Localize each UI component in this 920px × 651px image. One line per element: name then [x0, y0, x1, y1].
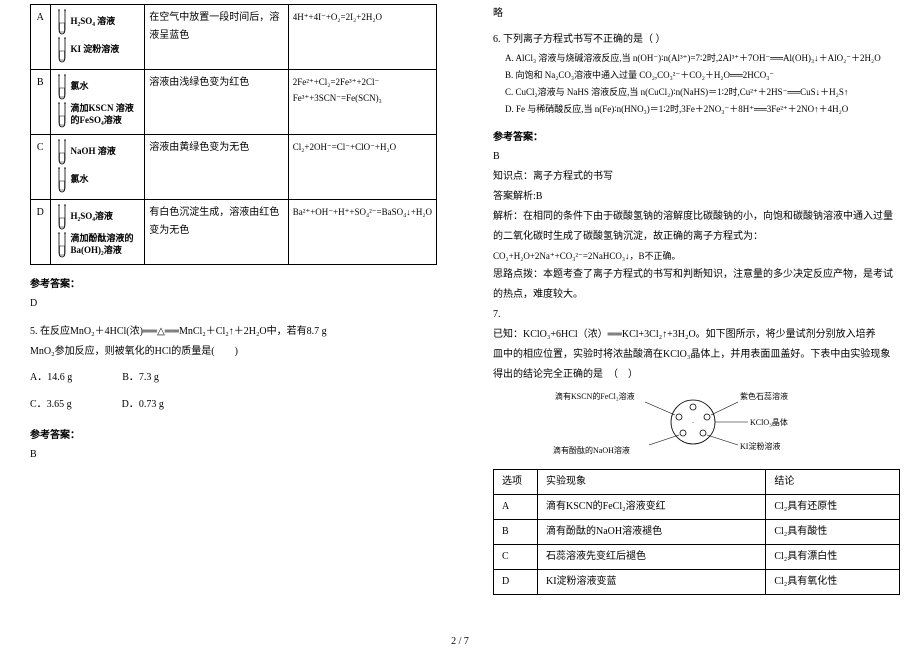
test-tube-icon: 滴加酚酞溶液的Ba(OH)₂溶液 [55, 232, 141, 258]
q7-body2: 皿中的相应位置，实验时将浓盐酸滴在KClO₃晶体上，并用表面皿盖好。下表中由实验… [493, 345, 900, 365]
diag-bl: 滴有酚酞的NaOH溶液 [553, 445, 630, 455]
q6-b: B. 向饱和 Na₂CO₃溶液中通入过量 CO₂,CO₃²⁻＋CO₂＋H₂O══… [493, 67, 900, 84]
tube-label: H₂SO₄溶液 [71, 211, 113, 223]
q7: 7. [493, 305, 900, 325]
table-row: B氯水滴加KSCN 溶液的FeSO₄溶液溶液由浅绿色变为红色2Fe²⁺+Cl₂=… [31, 70, 437, 135]
opt-cell: A [494, 495, 538, 520]
opt-cell: Cl₂具有漂白性 [766, 545, 900, 570]
opt-cell: Cl₂具有酸性 [766, 520, 900, 545]
svg-text:·: · [692, 419, 694, 427]
test-tube-icon: 氯水 [55, 167, 141, 193]
test-tube-icon: 滴加KSCN 溶液的FeSO₄溶液 [55, 102, 141, 128]
jiexi-body: 解析：在相同的条件下由于碳酸氢钠的溶解度比碳酸钠的小，向饱和碳酸钠溶液中通入过量… [493, 207, 900, 247]
q6-d: D. Fe 与稀硝酸反应,当 n(Fe)∶n(HNO₃)＝1∶2时,3Fe＋2N… [493, 101, 900, 118]
answer-label-1: 参考答案： [30, 275, 437, 290]
phenomenon-cell: 溶液由浅绿色变为红色 [145, 70, 289, 135]
tube-label: 滴加酚酞溶液的Ba(OH)₂溶液 [71, 233, 141, 256]
answer-3: B [493, 147, 900, 167]
dish-diagram: · 滴有KSCN的FeCl₂溶液 紫色石蕊溶液 KClO₃晶体 滴有酚酞的NaO… [493, 387, 900, 459]
table-row: A H₂SO₄ 溶液 KI 淀粉溶液 在空气中放置一段时间后，溶液呈蓝色4H⁺+4I⁻… [31, 5, 437, 70]
row-letter: A [31, 5, 51, 70]
answer-1: D [30, 294, 437, 314]
page-number: 2 / 7 [0, 636, 920, 647]
q5-opt-b: B．7.3 g [122, 368, 159, 383]
tube-cell: 氯水滴加KSCN 溶液的FeSO₄溶液 [50, 70, 145, 135]
opt-table-body: A滴有KSCN的FeCl₂溶液变红Cl₂具有还原性B滴有酚酞的NaOH溶液褪色C… [494, 495, 900, 595]
opt-cell: 滴有酚酞的NaOH溶液褪色 [538, 520, 766, 545]
equation-cell: 4H⁺+4I⁻+O₂=2I₂+2H₂O [288, 5, 436, 70]
test-tube-icon: H₂SO₄ 溶液 [55, 9, 141, 35]
q7-body1: 已知：KClO₃+6HCl（浓）══KCl+3Cl₂↑+3H₂O。如下图所示，将… [493, 325, 900, 345]
q6: 6. 下列离子方程式书写不正确的是（ ） [493, 30, 900, 50]
q5-opt-a: A．14.6 g [30, 368, 72, 383]
equation-cell: Cl₂+2OH⁻=Cl⁻+ClO⁻+H₂O [288, 135, 436, 200]
answer-label-2: 参考答案： [30, 426, 437, 441]
table-row: DH₂SO₄溶液滴加酚酞溶液的Ba(OH)₂溶液有白色沉淀生成，溶液由红色变为无… [31, 200, 437, 265]
tube-label: 氯水 [71, 174, 89, 186]
experiment-table: A H₂SO₄ 溶液 KI 淀粉溶液 在空气中放置一段时间后，溶液呈蓝色4H⁺+4I⁻… [30, 4, 437, 265]
table-row: DKI淀粉溶液变蓝Cl₂具有氧化性 [494, 570, 900, 595]
tube-label: H₂SO₄ 溶液 [71, 16, 116, 28]
silu: 思路点拨：本题考查了离子方程式的书写和判断知识，注意量的多少决定反应产物，是考试… [493, 265, 900, 305]
diag-br: KI淀粉溶液 [740, 441, 780, 451]
tube-label: KI 淀粉溶液 [71, 44, 120, 56]
q5-line1: 5. 在反应MnO₂＋4HCl(浓)══△══MnCl₂＋Cl₂↑＋2H₂O中，… [30, 322, 437, 342]
opt-cell: KI淀粉溶液变蓝 [538, 570, 766, 595]
option-table: 选项 实验现象 结论 A滴有KSCN的FeCl₂溶液变红Cl₂具有还原性B滴有酚… [493, 469, 900, 595]
tube-label: 氯水 [71, 81, 89, 93]
tube-label: NaOH 溶液 [71, 146, 116, 158]
q5-opts-row1: A．14.6 g B．7.3 g [30, 368, 437, 383]
jiexi-label: 答案解析:B [493, 187, 900, 207]
knowledge-point: 知识点：离子方程式的书写 [493, 167, 900, 187]
opt-th-2: 结论 [766, 470, 900, 495]
row-letter: B [31, 70, 51, 135]
opt-cell: Cl₂具有氧化性 [766, 570, 900, 595]
equation-cell: 2Fe²⁺+Cl₂=2Fe³⁺+2Cl⁻ Fe³⁺+3SCN⁻=Fe(SCN)₃ [288, 70, 436, 135]
q5-line2: MnO₂参加反应，则被氧化的HCl的质量是( ) [30, 342, 437, 362]
opt-th-1: 实验现象 [538, 470, 766, 495]
phenomenon-cell: 有白色沉淀生成，溶液由红色变为无色 [145, 200, 289, 265]
row-letter: C [31, 135, 51, 200]
q7-body3: 得出的结论完全正确的是 （ ） [493, 365, 900, 385]
opt-cell: C [494, 545, 538, 570]
tube-cell: H₂SO₄ 溶液 KI 淀粉溶液 [50, 5, 145, 70]
q6-a: A. AlCl₃ 溶液与烧碱溶液反应,当 n(OH⁻)∶n(Al³⁺)=7∶2时… [493, 50, 900, 67]
opt-cell: D [494, 570, 538, 595]
test-tube-icon: H₂SO₄溶液 [55, 204, 141, 230]
jiexi-eq: CO₂+H₂O+2Na⁺+CO₃²⁻=2NaHCO₃↓，B不正确。 [493, 247, 900, 265]
tube-cell: NaOH 溶液氯水 [50, 135, 145, 200]
diag-mr: KClO₃晶体 [750, 417, 788, 427]
table-row: C石蕊溶液先变红后褪色Cl₂具有漂白性 [494, 545, 900, 570]
table-row: CNaOH 溶液氯水溶液由黄绿色变为无色Cl₂+2OH⁻=Cl⁻+ClO⁻+H₂… [31, 135, 437, 200]
diag-tr: 紫色石蕊溶液 [740, 391, 788, 401]
q5-opts-row2: C．3.65 g D．0.73 g [30, 395, 437, 410]
test-tube-icon: NaOH 溶液 [55, 139, 141, 165]
table-row: B滴有酚酞的NaOH溶液褪色Cl₂具有酸性 [494, 520, 900, 545]
equation-cell: Ba²⁺+OH⁻+H⁺+SO₄²⁻=BaSO₄↓+H₂O [288, 200, 436, 265]
q6-c: C. CuCl₂溶液与 NaHS 溶液反应,当 n(CuCl₂)∶n(NaHS)… [493, 84, 900, 101]
answer-label-3: 参考答案： [493, 128, 900, 143]
lue: 略 [493, 4, 900, 24]
tube-label: 滴加KSCN 溶液的FeSO₄溶液 [71, 103, 141, 126]
opt-cell: 石蕊溶液先变红后褪色 [538, 545, 766, 570]
test-tube-icon: KI 淀粉溶液 [55, 37, 141, 63]
experiment-tbody: A H₂SO₄ 溶液 KI 淀粉溶液 在空气中放置一段时间后，溶液呈蓝色4H⁺+4I⁻… [31, 5, 437, 265]
q5-opt-d: D．0.73 g [122, 395, 164, 410]
row-letter: D [31, 200, 51, 265]
q5-opt-c: C．3.65 g [30, 395, 72, 410]
opt-th-0: 选项 [494, 470, 538, 495]
phenomenon-cell: 在空气中放置一段时间后，溶液呈蓝色 [145, 5, 289, 70]
tube-cell: H₂SO₄溶液滴加酚酞溶液的Ba(OH)₂溶液 [50, 200, 145, 265]
opt-cell: 滴有KSCN的FeCl₂溶液变红 [538, 495, 766, 520]
table-row: A滴有KSCN的FeCl₂溶液变红Cl₂具有还原性 [494, 495, 900, 520]
opt-cell: B [494, 520, 538, 545]
test-tube-icon: 氯水 [55, 74, 141, 100]
opt-cell: Cl₂具有还原性 [766, 495, 900, 520]
phenomenon-cell: 溶液由黄绿色变为无色 [145, 135, 289, 200]
diag-tl: 滴有KSCN的FeCl₂溶液 [555, 391, 635, 401]
answer-2: B [30, 445, 437, 465]
